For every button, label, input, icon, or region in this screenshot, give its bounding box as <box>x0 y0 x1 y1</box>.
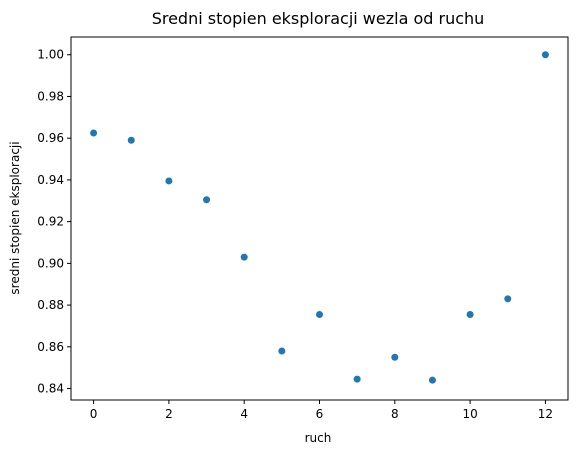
data-point <box>278 347 286 355</box>
y-tick-label: 0.98 <box>37 89 64 103</box>
data-point <box>541 51 549 59</box>
x-axis: 0 2 4 6 8 10 12 <box>90 400 553 421</box>
data-point <box>353 375 361 383</box>
chart-title: Sredni stopien eksploracji wezla od ruch… <box>152 9 485 28</box>
x-axis-label: ruch <box>305 431 332 445</box>
y-tick-label: 1.00 <box>37 48 64 62</box>
data-point <box>466 310 474 318</box>
y-tick-label: 0.96 <box>37 131 64 145</box>
y-tick-label: 0.94 <box>37 173 64 187</box>
data-point <box>504 295 512 303</box>
data-point <box>127 136 135 144</box>
data-point <box>90 129 98 137</box>
y-tick-label: 0.90 <box>37 256 64 270</box>
y-tick-label: 0.86 <box>37 340 64 354</box>
data-point <box>391 353 399 361</box>
x-tick-label: 0 <box>90 407 98 421</box>
data-point <box>203 196 211 204</box>
y-tick-label: 0.92 <box>37 215 64 229</box>
x-tick-label: 4 <box>240 407 248 421</box>
x-tick-label: 2 <box>165 407 173 421</box>
x-tick-label: 12 <box>538 407 553 421</box>
y-axis-label: sredni stopien eksploracji <box>8 141 22 294</box>
data-point <box>316 310 323 318</box>
y-tick-label: 0.88 <box>37 298 64 312</box>
data-point <box>165 177 173 185</box>
data-point <box>428 376 436 384</box>
x-tick-label: 8 <box>391 407 399 421</box>
x-tick-label: 10 <box>462 407 477 421</box>
y-axis: 0.84 0.86 0.88 0.90 0.92 0.94 0.96 0.98 1.00 <box>37 48 71 396</box>
y-tick-label: 0.84 <box>37 382 64 396</box>
data-point <box>240 253 248 261</box>
plot-area <box>70 36 569 401</box>
x-tick-label: 6 <box>316 407 324 421</box>
data-points <box>90 51 549 384</box>
